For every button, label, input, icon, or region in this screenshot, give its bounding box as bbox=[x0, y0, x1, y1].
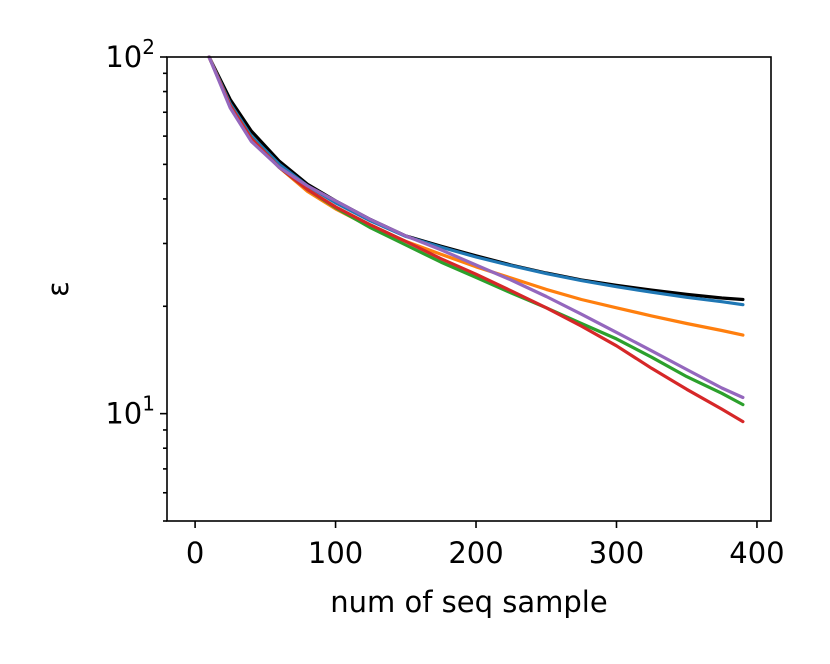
x-axis-label: num of seq sample bbox=[330, 585, 607, 619]
series-line-black bbox=[207, 55, 745, 302]
y-tick-label: 102 bbox=[105, 35, 155, 74]
x-tick-label: 100 bbox=[308, 536, 363, 570]
x-tick-label: 200 bbox=[448, 536, 503, 570]
y-tick-label: 101 bbox=[105, 392, 155, 431]
series-line-blue bbox=[207, 55, 745, 307]
x-tick-label: 400 bbox=[729, 536, 784, 570]
y-axis: 101 102 bbox=[105, 35, 167, 522]
series-line-green bbox=[207, 55, 745, 407]
x-axis: 0 100 200 300 400 bbox=[186, 521, 785, 570]
x-tick-label: 300 bbox=[589, 536, 644, 570]
x-tick-label: 0 bbox=[186, 536, 204, 570]
plot-frame bbox=[166, 56, 772, 522]
y-axis-label: ε bbox=[41, 281, 75, 297]
series-line-purple bbox=[207, 55, 745, 400]
series-line-red bbox=[207, 55, 745, 424]
series-layer bbox=[207, 55, 745, 424]
